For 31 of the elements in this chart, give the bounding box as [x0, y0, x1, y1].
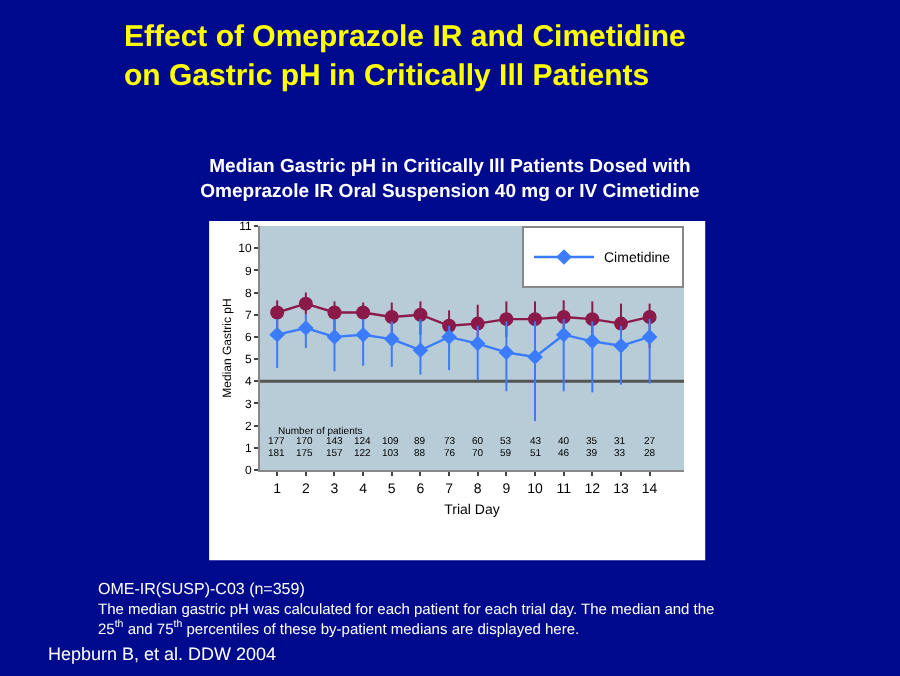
point — [642, 309, 657, 324]
chart-subtitle: Median Gastric pH in Critically Ill Patients Dosed with Omeprazole IR Oral Suspension 40 mg or IV Cimetidine — [200, 156, 700, 203]
point — [326, 329, 343, 345]
point — [556, 309, 571, 324]
point — [441, 329, 457, 345]
point — [298, 296, 313, 311]
point — [298, 320, 314, 336]
point — [412, 342, 429, 359]
point — [613, 316, 628, 331]
point — [585, 312, 600, 327]
text: Hepburn B, et al. DDW 2004 — [48, 644, 277, 664]
point — [269, 326, 285, 343]
point — [527, 349, 543, 365]
point — [555, 326, 572, 343]
point — [528, 312, 543, 327]
point — [270, 305, 285, 320]
text: OME-IR(SUSP)-C03 (n=359) — [98, 580, 306, 598]
point — [384, 309, 399, 324]
chart-title: Effect of Omeprazole IR and Cimetidine on Gastric pH in Critically Ill Patients — [124, 20, 686, 93]
point — [499, 312, 514, 327]
point — [498, 344, 515, 361]
point — [641, 329, 658, 345]
point — [356, 305, 371, 320]
point — [613, 337, 629, 354]
point — [383, 331, 400, 347]
point — [355, 326, 371, 343]
point — [327, 305, 342, 320]
point — [584, 333, 601, 350]
point — [469, 335, 486, 352]
point — [470, 316, 485, 331]
point — [413, 307, 428, 322]
